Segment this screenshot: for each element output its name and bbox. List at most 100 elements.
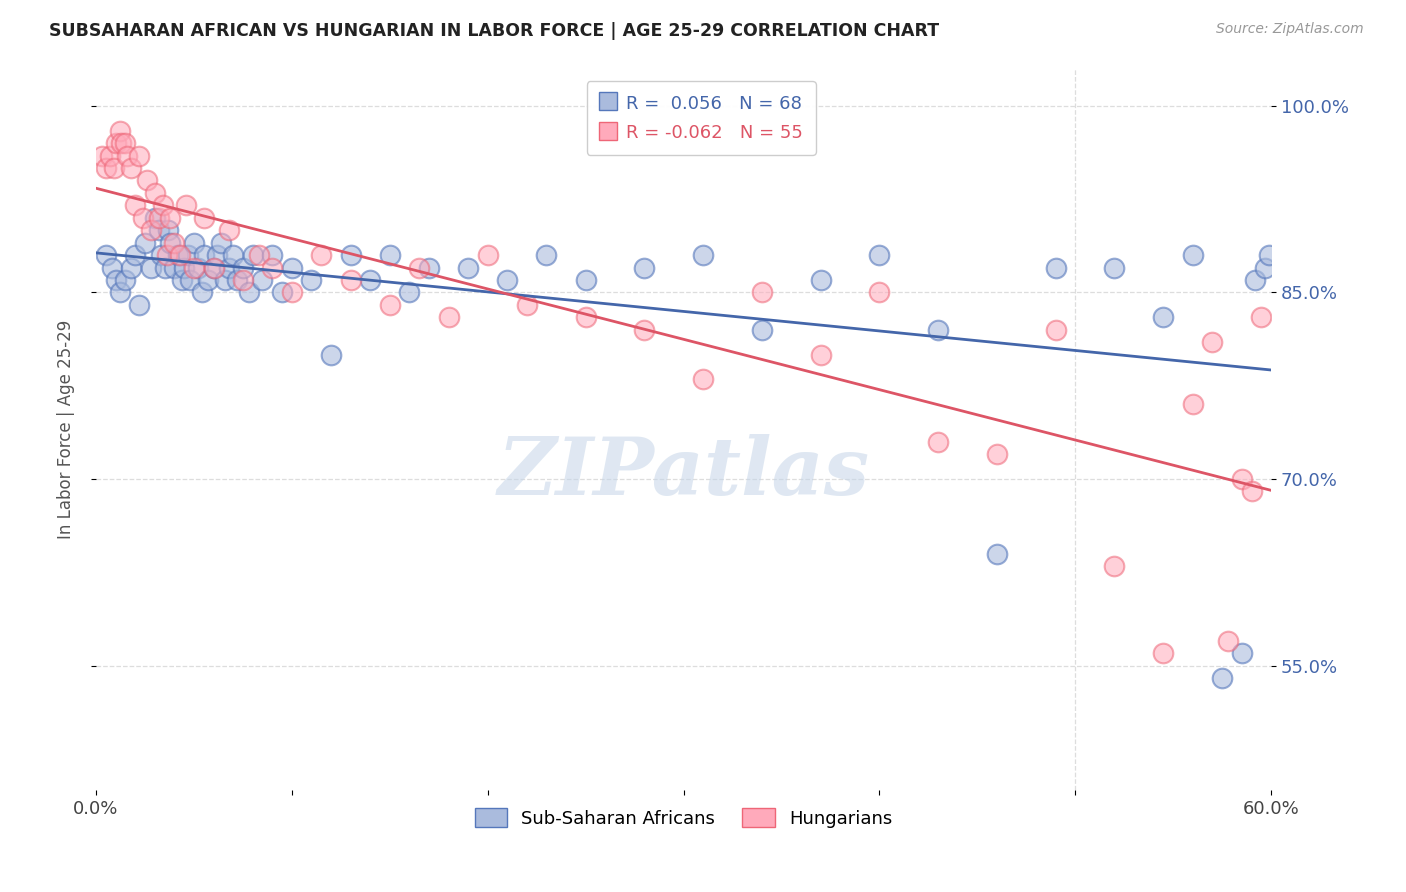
Point <box>1152 646 1174 660</box>
Point <box>536 248 558 262</box>
Point <box>214 273 236 287</box>
Point <box>132 211 155 225</box>
Point <box>108 285 131 300</box>
Point <box>437 310 460 325</box>
Point <box>94 248 117 262</box>
Point <box>183 260 205 275</box>
Point <box>751 285 773 300</box>
Point <box>159 235 181 250</box>
Point <box>247 248 270 262</box>
Point <box>183 235 205 250</box>
Text: Source: ZipAtlas.com: Source: ZipAtlas.com <box>1216 22 1364 37</box>
Point <box>128 148 150 162</box>
Point <box>252 273 274 287</box>
Point <box>232 260 254 275</box>
Point <box>232 273 254 287</box>
Point <box>1181 248 1204 262</box>
Point <box>209 235 232 250</box>
Point <box>177 248 200 262</box>
Point <box>139 260 162 275</box>
Text: SUBSAHARAN AFRICAN VS HUNGARIAN IN LABOR FORCE | AGE 25-29 CORRELATION CHART: SUBSAHARAN AFRICAN VS HUNGARIAN IN LABOR… <box>49 22 939 40</box>
Point <box>90 148 112 162</box>
Point <box>136 173 159 187</box>
Point <box>169 248 191 262</box>
Point <box>108 124 131 138</box>
Point <box>301 273 323 287</box>
Point <box>193 211 215 225</box>
Point <box>692 248 714 262</box>
Point <box>927 323 949 337</box>
Point <box>155 248 177 262</box>
Point <box>1104 260 1126 275</box>
Point <box>378 248 401 262</box>
Point <box>191 285 214 300</box>
Point <box>157 223 180 237</box>
Point <box>187 260 209 275</box>
Point <box>927 434 949 449</box>
Point <box>281 285 304 300</box>
Point <box>378 298 401 312</box>
Point <box>114 273 136 287</box>
Point <box>218 260 240 275</box>
Point <box>110 136 132 150</box>
Point <box>218 223 240 237</box>
Point <box>139 223 162 237</box>
Point <box>418 260 440 275</box>
Point <box>120 161 142 175</box>
Point <box>1230 472 1253 486</box>
Point <box>751 323 773 337</box>
Point <box>207 248 229 262</box>
Point <box>100 260 122 275</box>
Point <box>319 348 342 362</box>
Point <box>1181 397 1204 411</box>
Point <box>143 186 166 200</box>
Point <box>575 273 598 287</box>
Point <box>692 372 714 386</box>
Point <box>172 273 194 287</box>
Point <box>1152 310 1174 325</box>
Point <box>868 248 890 262</box>
Point <box>359 273 381 287</box>
Point <box>1258 248 1281 262</box>
Point <box>633 323 655 337</box>
Point <box>496 273 519 287</box>
Point <box>516 298 538 312</box>
Point <box>1240 484 1263 499</box>
Point <box>262 248 284 262</box>
Point <box>477 248 499 262</box>
Point <box>281 260 304 275</box>
Point <box>163 235 186 250</box>
Point <box>986 547 1008 561</box>
Point <box>633 260 655 275</box>
Point <box>179 273 201 287</box>
Point <box>128 298 150 312</box>
Legend: Sub-Saharan Africans, Hungarians: Sub-Saharan Africans, Hungarians <box>467 801 900 835</box>
Point <box>197 273 219 287</box>
Point <box>398 285 420 300</box>
Point <box>167 248 190 262</box>
Point <box>226 273 249 287</box>
Point <box>124 198 146 212</box>
Point <box>1211 671 1233 685</box>
Point <box>202 260 225 275</box>
Point <box>810 348 832 362</box>
Point <box>238 285 260 300</box>
Point <box>1104 559 1126 574</box>
Point <box>149 248 172 262</box>
Point <box>457 260 479 275</box>
Point <box>810 273 832 287</box>
Point <box>159 211 181 225</box>
Point <box>124 248 146 262</box>
Point <box>153 260 176 275</box>
Point <box>104 136 127 150</box>
Point <box>1230 646 1253 660</box>
Point <box>1045 323 1067 337</box>
Point <box>202 260 225 275</box>
Point <box>163 260 186 275</box>
Point <box>152 198 174 212</box>
Point <box>174 198 197 212</box>
Point <box>103 161 125 175</box>
Point <box>117 148 139 162</box>
Point <box>339 248 361 262</box>
Point <box>575 310 598 325</box>
